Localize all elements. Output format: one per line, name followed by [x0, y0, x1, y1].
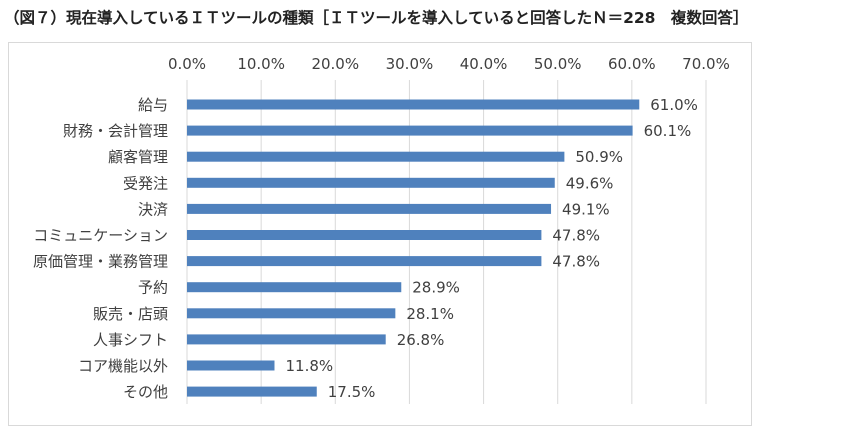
bar: [187, 230, 542, 240]
bar: [187, 177, 555, 188]
category-label: コア機能以外: [78, 357, 168, 375]
bar: [187, 282, 402, 293]
category-label: 原価管理・業務管理: [33, 253, 168, 271]
bar: [187, 308, 396, 319]
value-label: 26.8%: [397, 331, 445, 349]
category-label: 給与: [138, 96, 168, 114]
x-tick-label: 70.0%: [682, 55, 730, 73]
category-label: コミュニケーション: [33, 227, 168, 245]
category-label: 財務・会計管理: [63, 122, 168, 140]
category-label: 販売・店頭: [93, 305, 168, 323]
value-label: 17.5%: [328, 383, 376, 401]
value-label: 49.1%: [562, 200, 610, 218]
bar: [187, 360, 275, 371]
bar: [187, 256, 542, 267]
bar: [187, 125, 633, 136]
x-tick-label: 0.0%: [168, 55, 206, 73]
x-tick-label: 30.0%: [386, 55, 434, 73]
bar: [187, 99, 640, 110]
chart-title: （図７）現在導入しているＩＴツールの種類［ＩＴツールを導入していると回答したＮ＝…: [4, 9, 749, 27]
category-label: 決済: [138, 200, 168, 218]
x-tick-label: 20.0%: [311, 55, 359, 73]
value-label: 61.0%: [650, 96, 698, 114]
bar: [187, 151, 565, 162]
category-label: その他: [123, 383, 168, 401]
x-tick-label: 10.0%: [237, 55, 285, 73]
value-label: 11.8%: [285, 357, 333, 375]
value-label: 47.8%: [552, 227, 600, 245]
bar: [187, 203, 552, 214]
category-label: 顧客管理: [108, 148, 168, 166]
x-tick-label: 50.0%: [534, 55, 582, 73]
category-label: 人事シフト: [93, 331, 168, 349]
value-label: 50.9%: [575, 148, 623, 166]
bar: [187, 386, 317, 397]
value-label: 28.9%: [412, 279, 460, 297]
value-label: 47.8%: [552, 253, 600, 271]
category-label: 受発注: [123, 174, 168, 192]
value-label: 60.1%: [644, 122, 692, 140]
bar: [187, 334, 386, 345]
category-label: 予約: [138, 279, 168, 297]
value-label: 49.6%: [566, 174, 614, 192]
value-label: 28.1%: [406, 305, 454, 323]
x-tick-label: 40.0%: [460, 55, 508, 73]
x-tick-label: 60.0%: [608, 55, 656, 73]
